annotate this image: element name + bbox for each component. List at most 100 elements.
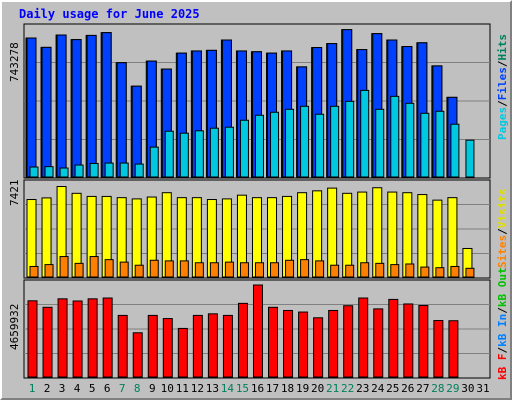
x-tick-label-23: 23	[356, 382, 369, 395]
x-tick-label-22: 22	[341, 382, 354, 395]
x-tick-label-26: 26	[401, 382, 414, 395]
bar-pages-day-1	[29, 166, 39, 178]
x-tick-label-28: 28	[431, 382, 444, 395]
bar-pages-day-29	[450, 123, 460, 178]
bar-kbf-day-22	[343, 305, 354, 378]
bar-kbf-day-2	[42, 306, 53, 378]
legend-sep-5: /	[496, 307, 509, 314]
x-tick-label-27: 27	[416, 382, 429, 395]
legend-kbin: kB In	[496, 313, 509, 347]
bar-pages-day-20	[315, 113, 325, 178]
bar-kbf-day-25	[388, 298, 399, 378]
x-tick-label-6: 6	[104, 382, 111, 395]
bar-sites-day-17	[270, 262, 280, 278]
bar-kbf-day-15	[237, 302, 248, 378]
middle-ymax-label: 7421	[8, 179, 21, 207]
bar-sites-day-3	[59, 256, 69, 278]
bar-sites-day-26	[405, 263, 415, 278]
bar-pages-day-30	[465, 139, 475, 178]
bar-pages-day-6	[104, 162, 114, 178]
x-tick-label-29: 29	[446, 382, 459, 395]
x-tick-label-30: 30	[461, 382, 474, 395]
bar-kbf-day-17	[268, 306, 279, 378]
bottom-ymax-label: 4659932	[8, 303, 21, 350]
legend-kbout: kB Out	[496, 267, 509, 308]
bar-pages-day-2	[44, 166, 54, 178]
x-tick-label-31: 31	[476, 382, 489, 395]
bar-pages-day-23	[360, 89, 370, 178]
bar-files-day-4	[71, 39, 82, 178]
bar-pages-day-21	[330, 105, 340, 178]
bar-pages-day-5	[89, 162, 99, 178]
bar-kbf-day-8	[132, 332, 143, 378]
bar-kbf-day-28	[433, 320, 444, 378]
bar-pages-day-22	[345, 100, 355, 178]
bar-sites-day-5	[89, 256, 99, 278]
bar-files-day-5	[86, 34, 97, 178]
bar-sites-day-16	[254, 262, 264, 278]
bar-files-day-6	[101, 32, 112, 178]
x-tick-label-13: 13	[206, 382, 219, 395]
bar-pages-day-28	[435, 110, 445, 178]
bar-sites-day-7	[119, 261, 129, 278]
bar-kbf-day-9	[147, 314, 158, 378]
bar-visits-day-28	[432, 199, 443, 278]
x-tick-label-4: 4	[74, 382, 81, 395]
bar-kbf-day-4	[72, 300, 83, 378]
bar-visits-day-21	[327, 187, 338, 278]
bar-sites-day-6	[104, 259, 114, 278]
bar-kbf-day-13	[207, 313, 218, 378]
x-tick-label-7: 7	[119, 382, 126, 395]
bar-pages-day-15	[239, 119, 249, 178]
bar-pages-day-17	[270, 111, 280, 178]
x-tick-label-14: 14	[221, 382, 235, 395]
bar-pages-day-8	[134, 163, 144, 178]
middle-legend: Sites/Visits	[496, 189, 509, 269]
legend-files: Files	[496, 67, 509, 101]
bar-kbf-day-11	[177, 327, 188, 378]
bar-pages-day-24	[375, 108, 385, 178]
bar-files-day-8	[131, 85, 142, 178]
legend-sep-2: /	[496, 60, 509, 68]
x-tick-label-25: 25	[386, 382, 399, 395]
bar-sites-day-28	[435, 267, 445, 278]
legend-sep-3: /	[496, 228, 509, 235]
top-ymax-label: 743278	[8, 42, 21, 82]
bar-sites-day-22	[345, 264, 355, 278]
bar-visits-day-27	[417, 194, 428, 278]
x-tick-label-10: 10	[161, 382, 174, 395]
x-tick-label-2: 2	[44, 382, 51, 395]
x-tick-label-16: 16	[251, 382, 264, 395]
bar-sites-day-25	[390, 264, 400, 278]
bar-kbf-day-1	[27, 300, 38, 378]
bar-kbf-day-29	[448, 320, 459, 378]
x-tick-label-15: 15	[236, 382, 249, 395]
bar-pages-day-25	[390, 95, 400, 178]
bar-sites-day-9	[149, 259, 159, 278]
x-tick-label-21: 21	[326, 382, 339, 395]
bar-pages-day-14	[224, 126, 234, 178]
bar-pages-day-12	[194, 130, 204, 178]
bar-kbf-day-6	[102, 297, 113, 378]
bar-pages-day-9	[149, 146, 159, 178]
bar-visits-day-29	[447, 197, 458, 278]
legend-pages: Pages	[496, 106, 509, 140]
bar-sites-day-13	[209, 262, 219, 278]
bar-sites-day-27	[420, 266, 430, 278]
bar-sites-day-30	[465, 267, 475, 278]
bar-pages-day-19	[300, 105, 310, 178]
bar-pages-day-13	[209, 127, 219, 178]
bar-kbf-day-20	[313, 317, 324, 378]
bar-sites-day-4	[74, 262, 84, 278]
bar-kbf-day-14	[222, 314, 233, 378]
bar-sites-day-1	[29, 265, 39, 278]
bar-sites-day-8	[134, 264, 144, 278]
bar-files-day-1	[26, 37, 37, 178]
bar-files-day-3	[56, 34, 67, 178]
bar-sites-day-11	[179, 260, 189, 278]
bottom-legend: kB F/kB In/kB Out	[496, 267, 509, 380]
bar-kbf-day-3	[57, 298, 68, 378]
bar-sites-day-2	[44, 264, 54, 278]
bar-kbf-day-26	[403, 303, 414, 378]
